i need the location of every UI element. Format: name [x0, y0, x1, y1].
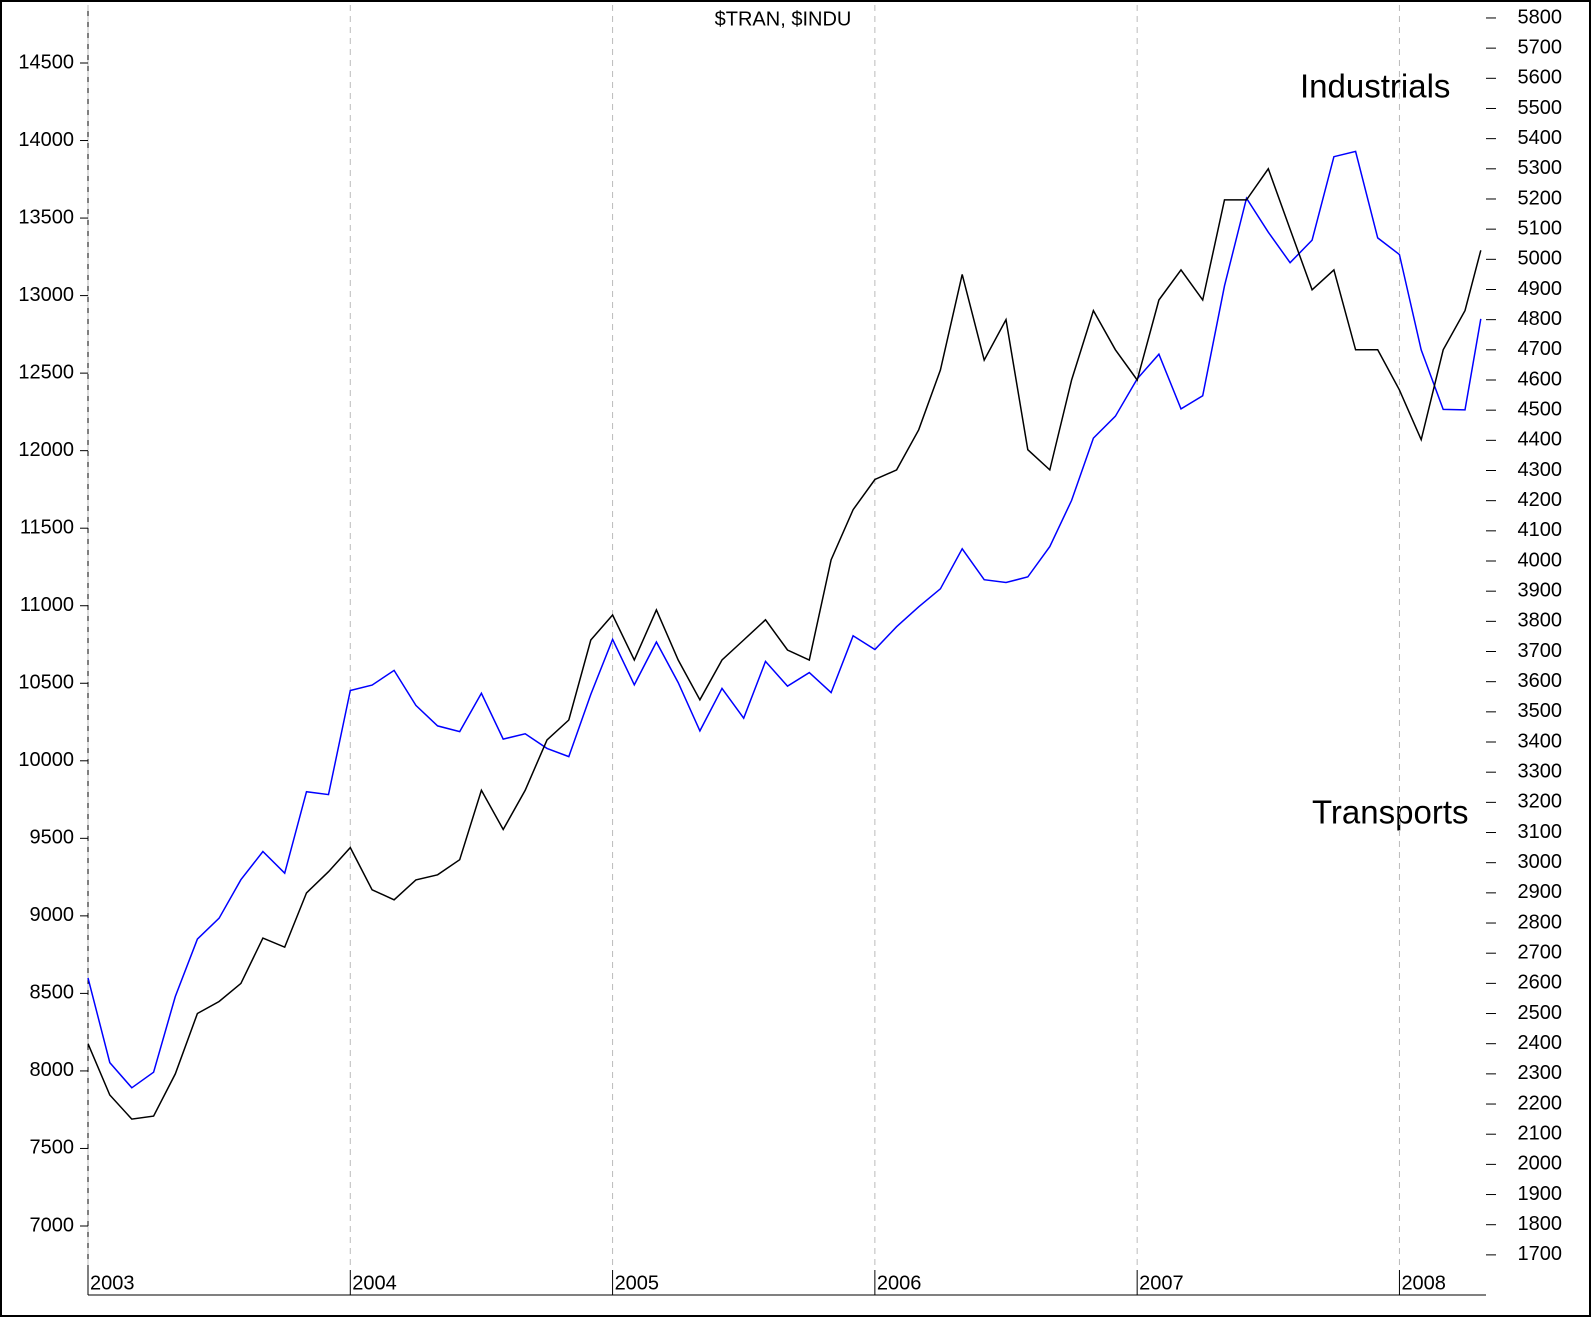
y-tick-label: 14000 — [18, 129, 74, 151]
y2-tick-label: 5200 — [1518, 187, 1563, 209]
y2-tick-label: 3100 — [1518, 821, 1563, 843]
y2-tick-label: 3900 — [1518, 579, 1563, 601]
y-tick-label: 14500 — [18, 51, 74, 73]
y-tick-label: 11500 — [20, 516, 74, 538]
y2-tick-label: 3300 — [1518, 760, 1563, 782]
y2-tick-label: 4800 — [1518, 308, 1563, 330]
y2-tick-label: 4900 — [1518, 278, 1563, 300]
y2-tick-label: 3400 — [1518, 730, 1563, 752]
y-tick-label: 8500 — [30, 982, 75, 1004]
y-tick-label: 13000 — [18, 284, 74, 306]
chart-title: $TRAN, $INDU — [715, 8, 852, 30]
y2-tick-label: 4200 — [1518, 489, 1563, 511]
y2-tick-label: 2400 — [1518, 1032, 1563, 1054]
annotation: Transports — [1312, 794, 1469, 831]
y2-tick-label: 5000 — [1518, 248, 1563, 270]
y-tick-label: 12500 — [18, 361, 74, 383]
y-tick-label: 10000 — [18, 749, 74, 771]
series-line — [87, 167, 1482, 1120]
y2-tick-label: 5300 — [1518, 157, 1563, 179]
x-tick-label: 2008 — [1401, 1272, 1446, 1294]
y2-tick-label: 3600 — [1518, 670, 1563, 692]
y2-tick-label: 5500 — [1518, 97, 1563, 119]
y2-tick-label: 3700 — [1518, 640, 1563, 662]
x-tick-label: 2004 — [352, 1272, 397, 1294]
annotation: Industrials — [1300, 68, 1450, 105]
y2-tick-label: 5700 — [1518, 36, 1563, 58]
series-line — [87, 150, 1482, 1089]
y2-tick-label: 4100 — [1518, 519, 1563, 541]
y2-tick-label: 2900 — [1518, 881, 1563, 903]
x-tick-label: 2005 — [615, 1272, 660, 1294]
y2-tick-label: 5800 — [1518, 6, 1563, 28]
y2-tick-label: 4500 — [1518, 398, 1563, 420]
y2-tick-label: 2600 — [1518, 972, 1563, 994]
y2-tick-label: 1700 — [1518, 1243, 1563, 1265]
y2-tick-label: 3500 — [1518, 700, 1563, 722]
y-tick-label: 9500 — [30, 827, 75, 849]
y2-tick-label: 2500 — [1518, 1002, 1563, 1024]
y-tick-label: 13500 — [18, 206, 74, 228]
y2-tick-label: 3200 — [1518, 791, 1563, 813]
y-tick-label: 8000 — [30, 1059, 75, 1081]
y2-tick-label: 1900 — [1518, 1183, 1563, 1205]
y-tick-label: 10500 — [18, 672, 74, 694]
y-tick-label: 7500 — [30, 1137, 75, 1159]
y2-tick-label: 5100 — [1518, 217, 1563, 239]
y2-tick-label: 3000 — [1518, 851, 1563, 873]
y2-tick-label: 2800 — [1518, 911, 1563, 933]
y2-tick-label: 4600 — [1518, 368, 1563, 390]
y2-tick-label: 1800 — [1518, 1213, 1563, 1235]
y2-tick-label: 2700 — [1518, 941, 1563, 963]
y2-tick-label: 2000 — [1518, 1153, 1563, 1175]
x-tick-label: 2003 — [90, 1272, 135, 1294]
y2-tick-label: 4000 — [1518, 549, 1563, 571]
y2-tick-label: 5400 — [1518, 127, 1563, 149]
y2-tick-label: 4400 — [1518, 429, 1563, 451]
x-tick-label: 2006 — [877, 1272, 922, 1294]
y2-tick-label: 2300 — [1518, 1062, 1563, 1084]
y2-tick-label: 4300 — [1518, 459, 1563, 481]
y-tick-label: 7000 — [30, 1214, 75, 1236]
x-tick-label: 2007 — [1139, 1272, 1184, 1294]
y2-tick-label: 3800 — [1518, 610, 1563, 632]
y2-tick-label: 2100 — [1518, 1122, 1563, 1144]
y2-tick-label: 4700 — [1518, 338, 1563, 360]
y-tick-label: 11000 — [20, 594, 74, 616]
y-tick-label: 9000 — [30, 904, 75, 926]
y2-tick-label: 2200 — [1518, 1092, 1563, 1114]
y2-tick-label: 5600 — [1518, 67, 1563, 89]
y-tick-label: 12000 — [18, 439, 74, 461]
